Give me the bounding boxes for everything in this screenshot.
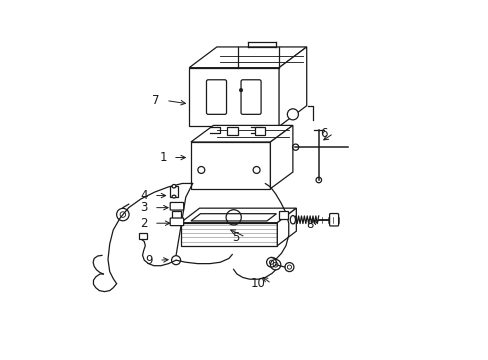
Polygon shape (189, 68, 279, 126)
Bar (279, 211, 287, 219)
Bar (227, 127, 237, 135)
Ellipse shape (290, 216, 295, 224)
Bar (170, 186, 178, 197)
Bar (139, 233, 146, 239)
Bar (254, 127, 264, 135)
Text: 1: 1 (159, 151, 166, 164)
Bar (172, 211, 180, 219)
Text: 5: 5 (231, 230, 239, 243)
Text: 9: 9 (145, 254, 153, 267)
Polygon shape (180, 223, 277, 246)
Text: 4: 4 (140, 189, 147, 202)
Polygon shape (180, 208, 296, 223)
FancyBboxPatch shape (170, 202, 183, 210)
Text: 6: 6 (319, 127, 327, 140)
Ellipse shape (172, 195, 176, 198)
Text: 8: 8 (305, 219, 313, 231)
Polygon shape (189, 47, 306, 68)
Ellipse shape (172, 184, 176, 188)
Circle shape (287, 109, 298, 120)
FancyBboxPatch shape (329, 213, 338, 226)
Circle shape (239, 89, 242, 92)
Text: 3: 3 (140, 201, 147, 214)
Text: 2: 2 (140, 217, 147, 230)
Text: 10: 10 (250, 277, 264, 290)
FancyBboxPatch shape (170, 218, 183, 226)
FancyBboxPatch shape (206, 80, 226, 114)
Text: 7: 7 (152, 94, 160, 107)
Polygon shape (190, 125, 292, 142)
Polygon shape (279, 47, 306, 126)
Polygon shape (190, 142, 270, 189)
FancyBboxPatch shape (241, 80, 261, 114)
Polygon shape (277, 208, 296, 246)
Polygon shape (270, 125, 292, 189)
